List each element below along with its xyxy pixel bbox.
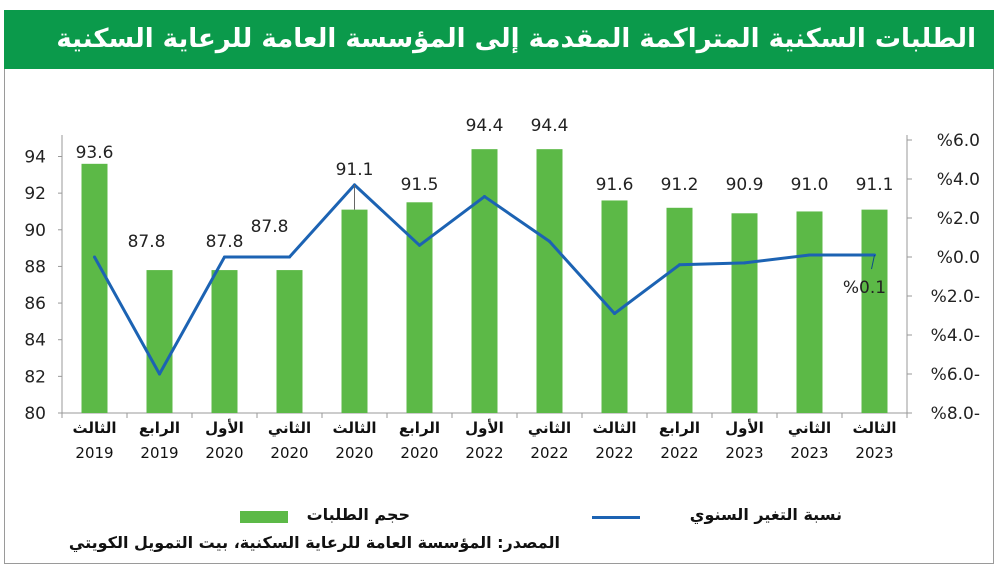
bar-value-label: 90.9	[726, 175, 764, 195]
bar-7	[471, 149, 498, 413]
x-year-label: 2022	[530, 444, 568, 462]
bar-value-label: 91.5	[401, 175, 439, 195]
bar-11	[731, 213, 758, 413]
x-quarter-label: الثاني	[788, 419, 831, 437]
left-tick-label: 86	[24, 294, 46, 314]
legend-line-label: نسبة التغير السنوي	[689, 505, 842, 524]
x-quarter-label: الثالث	[72, 419, 116, 437]
bar-8	[536, 149, 563, 413]
x-quarter-label: الثالث	[592, 419, 636, 437]
x-quarter-label: الرابع	[659, 419, 700, 437]
x-quarter-label: الثالث	[332, 419, 376, 437]
line-point-8	[548, 239, 551, 243]
bar-value-label: 94.4	[466, 116, 504, 136]
x-year-label: 2023	[855, 444, 893, 462]
x-year-label: 2022	[465, 444, 503, 462]
left-tick-label: 84	[24, 331, 46, 351]
bar-value-label: 87.8	[128, 232, 166, 252]
left-tick-label: 92	[24, 184, 46, 204]
x-quarter-label: الرابع	[399, 419, 440, 437]
last-change-label: %0.1	[843, 278, 886, 298]
legend-line-swatch	[592, 516, 640, 519]
x-year-label: 2019	[140, 444, 178, 462]
x-year-label: 2020	[205, 444, 243, 462]
bar-1	[81, 163, 108, 413]
bar-value-label: 93.6	[76, 143, 114, 163]
left-tick-label: 88	[24, 257, 46, 277]
line-point-9	[613, 312, 616, 316]
x-quarter-label: الأول	[725, 419, 764, 437]
bar-value-label: 91.2	[661, 175, 699, 195]
bar-value-label: 87.8	[251, 217, 289, 237]
bar-2	[146, 270, 173, 413]
bar-value-label: 91.0	[791, 175, 829, 195]
bar-value-label: 87.8	[206, 232, 244, 252]
bar-5	[341, 209, 368, 413]
x-quarter-label: الرابع	[139, 419, 180, 437]
x-quarter-label: الأول	[465, 419, 504, 437]
legend-bars-swatch	[240, 511, 288, 523]
x-year-label: 2020	[400, 444, 438, 462]
bar-value-label: 91.6	[596, 175, 634, 195]
x-quarter-label: الأول	[205, 419, 244, 437]
x-year-label: 2022	[595, 444, 633, 462]
bar-3	[211, 270, 238, 413]
right-tick-label: %4.0-	[931, 326, 980, 346]
last-point-leader	[871, 254, 875, 270]
line-point-2	[158, 372, 161, 376]
source-note: المصدر: المؤسسة العامة للرعاية السكنية، …	[68, 533, 560, 552]
left-tick-label: 90	[24, 221, 46, 241]
line-point-11	[743, 261, 746, 265]
x-year-label: 2022	[660, 444, 698, 462]
x-quarter-label: الثاني	[528, 419, 571, 437]
left-tick-label: 82	[24, 367, 46, 387]
bar-6	[406, 202, 433, 413]
line-point-10	[678, 263, 681, 267]
line-point-1	[93, 255, 96, 259]
line-point-6	[418, 243, 421, 247]
left-tick-label: 94	[24, 147, 46, 167]
bar-12	[796, 211, 823, 413]
line-point-13	[873, 253, 876, 257]
right-tick-label: %6.0	[937, 131, 980, 151]
bar-value-label: 91.1	[856, 175, 894, 195]
right-tick-label: %8.0-	[931, 404, 980, 424]
right-tick-label: %6.0-	[931, 365, 980, 385]
bar-4	[276, 270, 303, 413]
bar-value-label: 94.4	[531, 116, 569, 136]
bar-13	[861, 209, 888, 413]
x-year-label: 2023	[725, 444, 763, 462]
x-quarter-label: الثالث	[852, 419, 896, 437]
x-quarter-label: الثاني	[268, 419, 311, 437]
line-point-12	[808, 253, 811, 257]
line-point-3	[223, 255, 226, 259]
x-year-label: 2023	[790, 444, 828, 462]
bar-10	[666, 207, 693, 413]
right-tick-label: %2.0-	[931, 287, 980, 307]
line-point-7	[483, 195, 486, 199]
chart-title: الطلبات السكنية المتراكمة المقدمة إلى ال…	[4, 10, 994, 69]
right-tick-label: %0.0	[937, 248, 980, 268]
left-tick-label: 80	[24, 404, 46, 424]
x-year-label: 2020	[270, 444, 308, 462]
right-tick-label: %2.0	[937, 209, 980, 229]
legend-bars-label: حجم الطلبات	[306, 505, 410, 524]
x-year-label: 2020	[335, 444, 373, 462]
line-point-4	[288, 255, 291, 259]
bar-value-label: 91.1	[336, 160, 374, 180]
right-tick-label: %4.0	[937, 170, 980, 190]
x-year-label: 2019	[75, 444, 113, 462]
